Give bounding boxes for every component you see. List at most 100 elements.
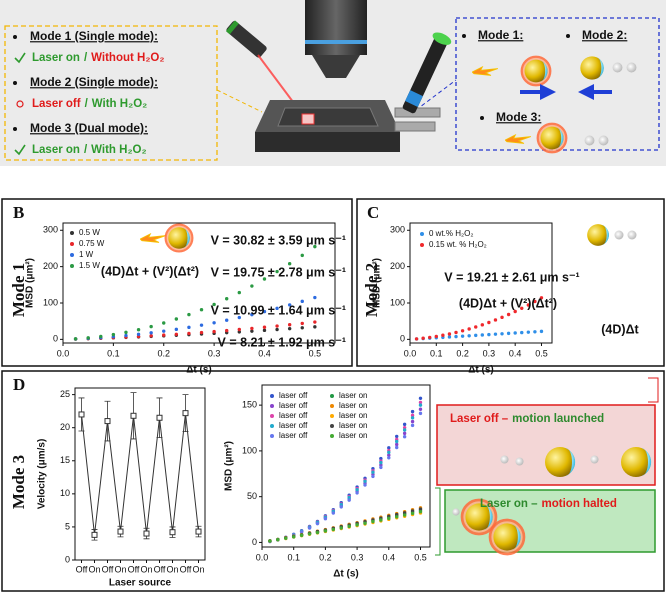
data-point (287, 261, 292, 266)
y-tick-label: 10 (60, 488, 70, 498)
data-point (414, 337, 419, 341)
data-point (162, 329, 166, 333)
x-tick-label: 0.1 (107, 348, 120, 358)
status-part: / (85, 98, 89, 110)
legend-label: laser on (339, 431, 367, 440)
data-point (467, 334, 471, 338)
y-tick-label: 300 (43, 225, 58, 235)
data-point (73, 337, 78, 341)
legend-marker (330, 424, 334, 428)
annotation: (4D)Δt + (V²)(Δt²) (459, 296, 557, 310)
data-point (182, 410, 189, 417)
bubble (452, 508, 460, 516)
legend-marker (330, 394, 334, 398)
plot-frame (62, 222, 336, 344)
data-point (250, 329, 254, 333)
status-icon (14, 52, 26, 64)
data-point (355, 488, 359, 492)
x-tick-label: Off (102, 564, 114, 574)
data-point (371, 519, 375, 524)
mode-list: Mode 1 (Single mode):Laser on / Without H₂… (13, 29, 165, 156)
data-point (347, 524, 351, 529)
data-point (363, 483, 367, 487)
setup-illustration (225, 0, 452, 152)
data-point (493, 318, 498, 322)
x-tick-label: 0.4 (383, 552, 396, 562)
data-point (500, 315, 504, 320)
data-point (513, 331, 517, 335)
mode-heading: Mode 3 (Dual mode): (30, 121, 148, 135)
status-part: Laser on – (480, 498, 538, 510)
bubble (614, 230, 624, 240)
data-point (410, 413, 415, 418)
data-point (78, 411, 85, 418)
legend-marker (270, 404, 274, 408)
objective-tip (312, 55, 360, 78)
data-point (287, 323, 292, 327)
data-point (441, 333, 445, 337)
bracket (435, 487, 441, 556)
bubble (515, 457, 524, 466)
status-text: Laser on – motion halted (480, 498, 617, 510)
data-point (418, 403, 423, 407)
data-point (111, 332, 116, 337)
data-point (410, 509, 415, 513)
data-point (418, 396, 423, 400)
data-point (275, 269, 279, 274)
data-point (460, 329, 465, 333)
data-point (331, 511, 336, 515)
data-point (299, 533, 304, 538)
data-point (287, 303, 292, 307)
legend-marker (70, 231, 74, 235)
y-axis-label: MSD (μm²) (372, 258, 383, 308)
legend-marker (420, 243, 424, 247)
panel-label: C (367, 203, 379, 222)
legend-marker (270, 414, 274, 418)
data-point (130, 412, 137, 419)
data-point (149, 324, 153, 329)
data-point (454, 334, 458, 339)
annotation: (4D)Δt (601, 322, 639, 336)
data-point (347, 495, 351, 500)
syringe-cap (432, 32, 452, 45)
bullet (13, 35, 17, 39)
data-point (387, 456, 391, 460)
data-point (237, 330, 241, 334)
panel-frame (356, 198, 665, 367)
objective-ring (305, 40, 367, 44)
data-point (410, 423, 415, 428)
data-point (143, 530, 150, 537)
x-tick-label: 0.2 (319, 552, 332, 562)
legend-label: laser off (279, 391, 308, 400)
data-point (387, 453, 391, 457)
data-point (287, 326, 292, 331)
status-part: Laser off (32, 98, 81, 110)
data-point (104, 418, 111, 425)
data-point (421, 336, 425, 340)
data-point (300, 321, 304, 326)
janus-particle (538, 124, 567, 153)
mode-illustrations: Mode 1: Mode 2: Mode 3: (462, 28, 637, 153)
mode-heading: Mode 1 (Single mode): (30, 29, 158, 43)
data-point (355, 523, 359, 527)
data-point (199, 308, 204, 312)
data-point (323, 529, 328, 533)
data-point (402, 435, 407, 439)
janus-particle (490, 520, 524, 554)
y-tick-label: 0 (53, 334, 58, 344)
annotation: V = 8.21 ± 1.92 μm s⁻¹ (218, 335, 346, 349)
x-tick-label: 0.5 (535, 348, 548, 358)
connector (216, 89, 263, 113)
y-tick-label: 0 (65, 554, 70, 564)
data-point (307, 526, 312, 530)
data-point (313, 244, 317, 249)
data-point (136, 332, 141, 336)
x-tick-label: 0.3 (208, 348, 221, 358)
plot-frame (409, 222, 553, 344)
data-point (467, 327, 471, 331)
x-tick-label: 0.1 (287, 552, 300, 562)
data-point (428, 335, 432, 340)
bracket (648, 377, 659, 403)
x-tick-label: On (140, 564, 152, 574)
data-point (225, 328, 229, 333)
